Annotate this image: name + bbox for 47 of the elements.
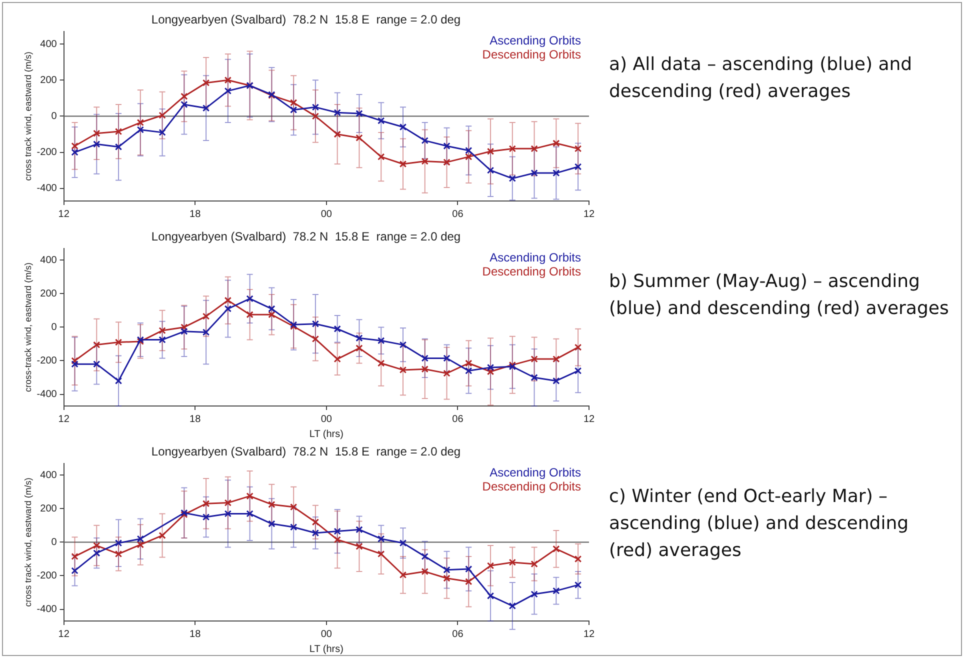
x-tick-label: 12 bbox=[583, 628, 595, 640]
y-tick-label: 400 bbox=[40, 38, 58, 50]
x-tick-label: 18 bbox=[190, 628, 202, 640]
text: Ascending Orbits bbox=[490, 466, 581, 480]
y-axis-title: cross-track wind, eastward (m/s) bbox=[22, 262, 33, 392]
text: Descending Orbits bbox=[482, 264, 581, 279]
x-tick-label: 12 bbox=[583, 208, 595, 220]
x-axis-title: LT (hrs) bbox=[309, 644, 344, 655]
y-tick-label: 200 bbox=[40, 503, 58, 514]
chart-title: Longyearbyen (Svalbard) 78.2 N 15.8 E range = 2.0 deg bbox=[151, 230, 461, 244]
text: Descending Orbits bbox=[482, 48, 581, 62]
x-tick-label: 00 bbox=[320, 414, 332, 425]
x-tick-label: 00 bbox=[320, 208, 332, 220]
y-tick-label: -400 bbox=[36, 183, 58, 194]
y-tick-label: -400 bbox=[36, 604, 58, 616]
x-tick-label: 18 bbox=[190, 414, 202, 425]
y-axis-title: cross track wind, eastward (m/s) bbox=[22, 52, 33, 181]
x-tick-label: 00 bbox=[320, 628, 332, 640]
text: a) All data – ascending (blue) and descending (red) averages bbox=[609, 53, 914, 104]
x-tick-label: 12 bbox=[58, 628, 70, 640]
x-tick-label: 12 bbox=[58, 414, 70, 425]
x-tick-label: 06 bbox=[452, 414, 464, 425]
y-tick-label: -200 bbox=[36, 355, 58, 366]
y-tick-label: 200 bbox=[40, 288, 58, 300]
y-tick-label: -400 bbox=[36, 389, 58, 400]
x-tick-label: 12 bbox=[58, 208, 70, 220]
y-tick-label: 200 bbox=[40, 74, 58, 86]
y-tick-label: -200 bbox=[36, 570, 58, 582]
y-tick-label: 400 bbox=[40, 470, 58, 481]
x-tick-label: 12 bbox=[583, 414, 595, 425]
text: c) Winter (end Oct-early Mar) – ascending (blue) and descending (red) averages bbox=[609, 485, 910, 563]
x-tick-label: 18 bbox=[190, 208, 202, 220]
text: b) Summer (May-Aug) – ascending (blue) and descending (red) averages bbox=[609, 270, 950, 321]
y-tick-label: 400 bbox=[40, 254, 58, 266]
chart-title: Longyearbyen (Svalbard) 78.2 N 15.8 E range = 2.0 deg bbox=[151, 444, 461, 459]
text: Descending Orbits bbox=[482, 480, 581, 494]
text: Ascending Orbits bbox=[490, 34, 581, 48]
x-tick-label: 06 bbox=[452, 208, 464, 220]
chart-title: Longyearbyen (Svalbard) 78.2 N 15.8 E range = 2.0 deg bbox=[151, 12, 461, 27]
y-tick-label: 0 bbox=[51, 322, 58, 333]
x-axis-title: LT (hrs) bbox=[309, 428, 344, 440]
y-tick-label: 0 bbox=[51, 110, 58, 122]
y-tick-label: 0 bbox=[51, 536, 58, 548]
y-tick-label: -200 bbox=[36, 147, 58, 158]
x-tick-label: 06 bbox=[452, 628, 464, 640]
y-axis-title: cross track wind, eastward (m/s) bbox=[22, 478, 33, 607]
text: Ascending Orbits bbox=[490, 250, 581, 265]
